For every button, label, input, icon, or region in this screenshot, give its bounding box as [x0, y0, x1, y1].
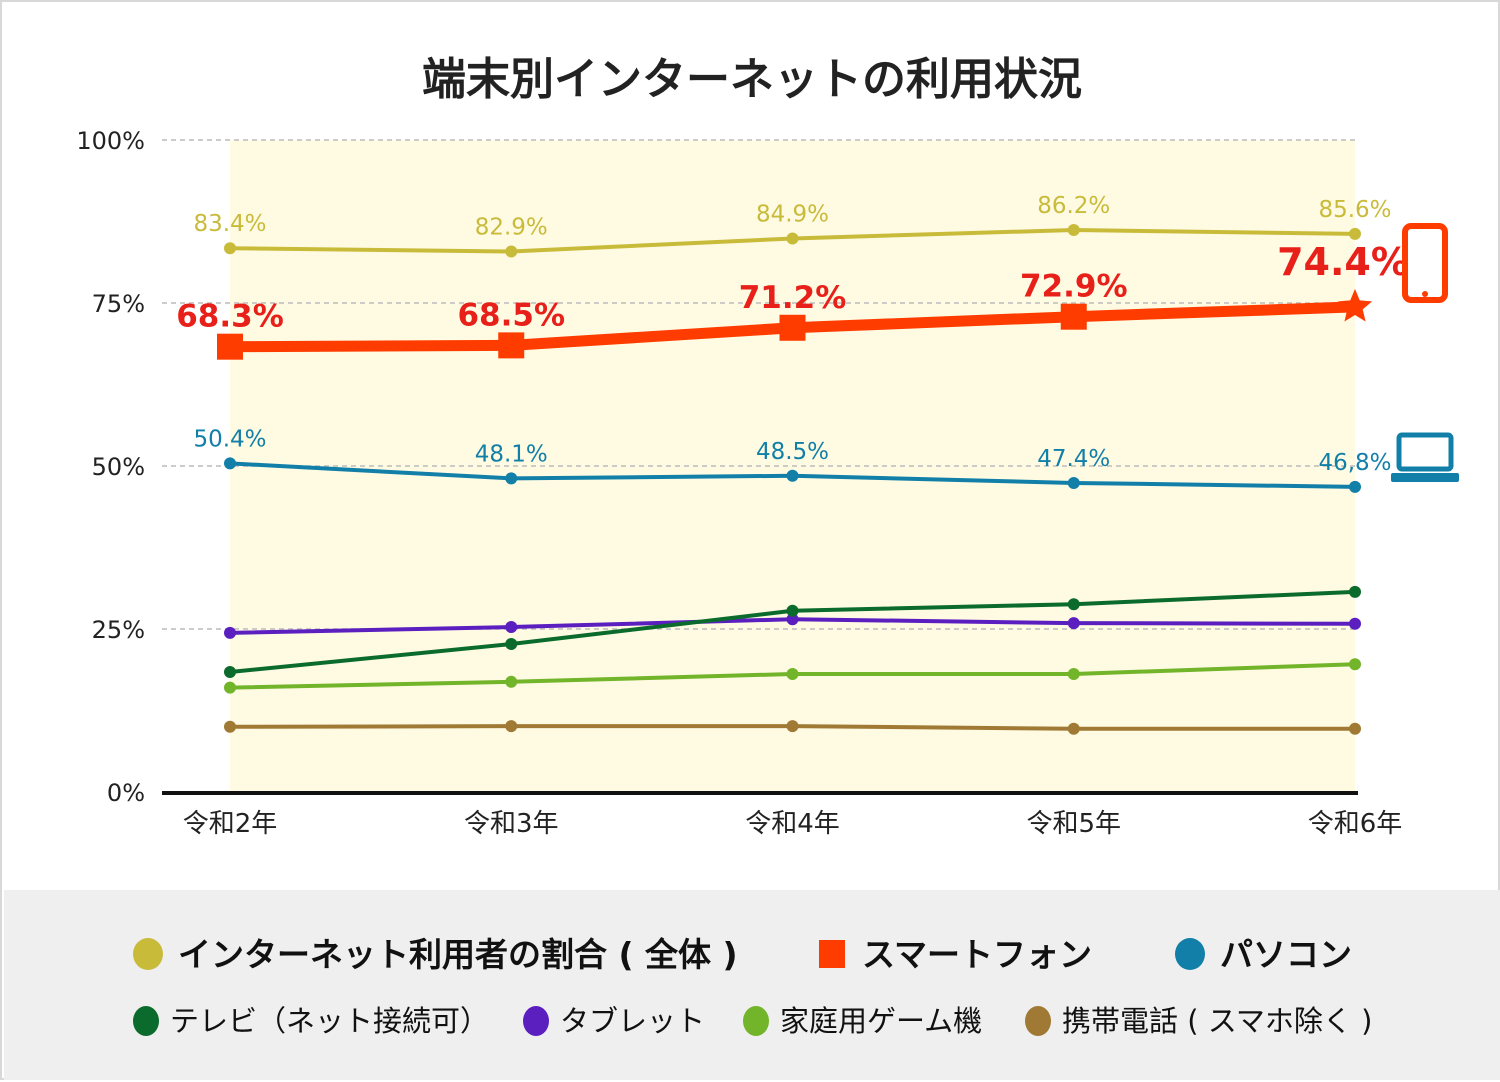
data-point [1067, 476, 1080, 489]
data-label: 74.4% [1277, 240, 1409, 284]
data-point-star [1337, 288, 1373, 322]
data-point [505, 472, 518, 485]
legend-marker [1175, 938, 1205, 970]
y-tick-label: 50% [92, 453, 145, 481]
data-point [505, 720, 518, 733]
legend-marker [133, 938, 163, 970]
data-label: 48.5% [756, 439, 829, 465]
data-point [224, 681, 236, 694]
legend-marker [133, 1006, 159, 1036]
data-point [1067, 598, 1080, 611]
data-label: 47.4% [1037, 446, 1110, 472]
data-point [779, 314, 806, 341]
x-tick-label: 令和6年 [1308, 809, 1403, 839]
data-point [786, 604, 799, 617]
data-point [224, 666, 236, 679]
data-label: 48.1% [475, 441, 548, 467]
legend-label: インターネット利用者の割合 ( 全体 ) [178, 935, 738, 974]
data-label: 71.2% [739, 280, 847, 316]
data-point [1349, 585, 1361, 598]
data-point [1067, 617, 1080, 630]
data-point [1060, 303, 1087, 330]
smartphone-icon-button [1422, 291, 1428, 297]
x-tick-label: 令和5年 [1026, 809, 1121, 839]
y-tick-label: 25% [92, 616, 145, 644]
legend-marker [1025, 1006, 1051, 1036]
data-point [1067, 667, 1080, 680]
legend-background [4, 890, 1500, 1080]
legend-marker-square [819, 940, 845, 968]
data-label: 72.9% [1020, 269, 1128, 305]
x-tick-label: 令和3年 [464, 809, 559, 839]
legend-label: 家庭用ゲーム機 [780, 1004, 982, 1038]
data-label: 84.9% [756, 201, 829, 227]
y-tick-label: 0% [107, 779, 145, 807]
data-point [1067, 223, 1080, 236]
data-point [786, 720, 799, 733]
smartphone-icon [1402, 223, 1448, 303]
laptop-icon [1396, 432, 1454, 472]
chart-title: 端末別インターネットの利用状況 [422, 54, 1082, 105]
legend-label: 携帯電話 ( スマホ除く ) [1062, 1004, 1372, 1038]
y-tick-label: 100% [76, 127, 145, 155]
data-label: 82.9% [475, 214, 548, 240]
data-point [224, 720, 236, 733]
legend-label: スマートフォン [862, 935, 1092, 974]
legend-label: タブレット [560, 1004, 705, 1038]
data-point [505, 245, 518, 258]
data-point [505, 675, 518, 688]
data-label: 83.4% [193, 211, 266, 237]
data-point [1349, 227, 1361, 240]
x-tick-label: 令和2年 [183, 809, 278, 839]
data-point [786, 232, 799, 245]
data-label: 68.5% [457, 297, 565, 333]
legend-marker [743, 1006, 769, 1036]
data-label: 86.2% [1037, 193, 1110, 219]
laptop-icon-base [1391, 473, 1459, 482]
data-point [505, 621, 518, 634]
y-tick-label: 75% [92, 290, 145, 318]
data-point [498, 332, 525, 359]
data-point [224, 626, 236, 639]
data-point [1349, 480, 1361, 493]
data-point [1067, 722, 1080, 735]
data-point [786, 613, 799, 626]
data-point [217, 333, 243, 360]
data-point [1349, 658, 1361, 671]
data-point [1349, 617, 1361, 630]
data-point [1349, 722, 1361, 735]
data-label: 68.3% [176, 299, 284, 335]
legend-label: テレビ（ネット接続可） [170, 1004, 489, 1038]
legend-label: パソコン [1220, 935, 1352, 974]
data-point [505, 637, 518, 650]
data-label: 85.6% [1318, 197, 1391, 223]
data-point [224, 457, 236, 470]
legend-marker [523, 1006, 549, 1036]
data-label: 46,8% [1318, 450, 1391, 476]
data-point [786, 469, 799, 482]
x-tick-label: 令和4年 [745, 809, 840, 839]
data-point [786, 667, 799, 680]
data-label: 50.4% [193, 426, 266, 452]
data-point [224, 242, 236, 255]
